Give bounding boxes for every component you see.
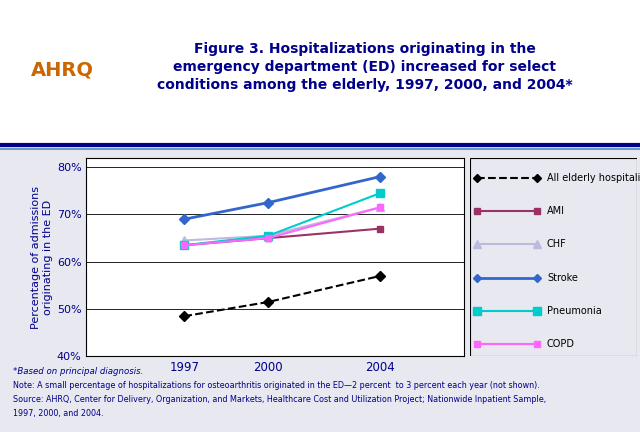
Text: Pneumonia: Pneumonia: [547, 306, 602, 316]
Text: AHRQ: AHRQ: [31, 61, 94, 79]
AMI: [376, 226, 384, 231]
Text: Figure 3. Hospitalizations originating in the
emergency department (ED) increase: Figure 3. Hospitalizations originating i…: [157, 41, 573, 92]
Line: AMI: AMI: [181, 225, 383, 249]
Stroke: [180, 216, 188, 222]
Text: Note: A small percentage of hospitalizations for osteoarthritis originated in th: Note: A small percentage of hospitalizat…: [13, 381, 540, 390]
Y-axis label: Percentage of admissions
originating in the ED: Percentage of admissions originating in …: [31, 185, 52, 329]
Text: AMI: AMI: [547, 206, 565, 216]
Line: CHF: CHF: [180, 203, 384, 245]
Line: Stroke: Stroke: [181, 173, 383, 222]
COPD: [264, 235, 272, 241]
Text: 1997, 2000, and 2004.: 1997, 2000, and 2004.: [13, 410, 103, 419]
CHF: [180, 238, 188, 243]
Text: Source: AHRQ, Center for Delivery, Organization, and Markets, Healthcare Cost an: Source: AHRQ, Center for Delivery, Organ…: [13, 395, 546, 404]
Text: COPD: COPD: [547, 340, 575, 349]
Line: All elderly hospitalizations: All elderly hospitalizations: [181, 273, 383, 320]
Pneumonia: [264, 233, 272, 238]
Pneumonia: [180, 243, 188, 248]
COPD: [180, 243, 188, 248]
Text: Stroke: Stroke: [547, 273, 578, 283]
Line: Pneumonia: Pneumonia: [180, 189, 384, 249]
Text: All elderly hospitalizations: All elderly hospitalizations: [547, 172, 640, 183]
All elderly hospitalizations: [264, 299, 272, 305]
AMI: [180, 243, 188, 248]
CHF: [376, 205, 384, 210]
CHF: [264, 233, 272, 238]
Text: CHF: CHF: [547, 239, 566, 249]
Text: *Based on principal diagnosis.: *Based on principal diagnosis.: [13, 367, 143, 376]
Stroke: [376, 174, 384, 179]
Stroke: [264, 200, 272, 205]
AMI: [264, 235, 272, 241]
All elderly hospitalizations: [180, 314, 188, 319]
All elderly hospitalizations: [376, 273, 384, 279]
Pneumonia: [376, 191, 384, 196]
COPD: [376, 205, 384, 210]
Line: COPD: COPD: [181, 204, 383, 249]
